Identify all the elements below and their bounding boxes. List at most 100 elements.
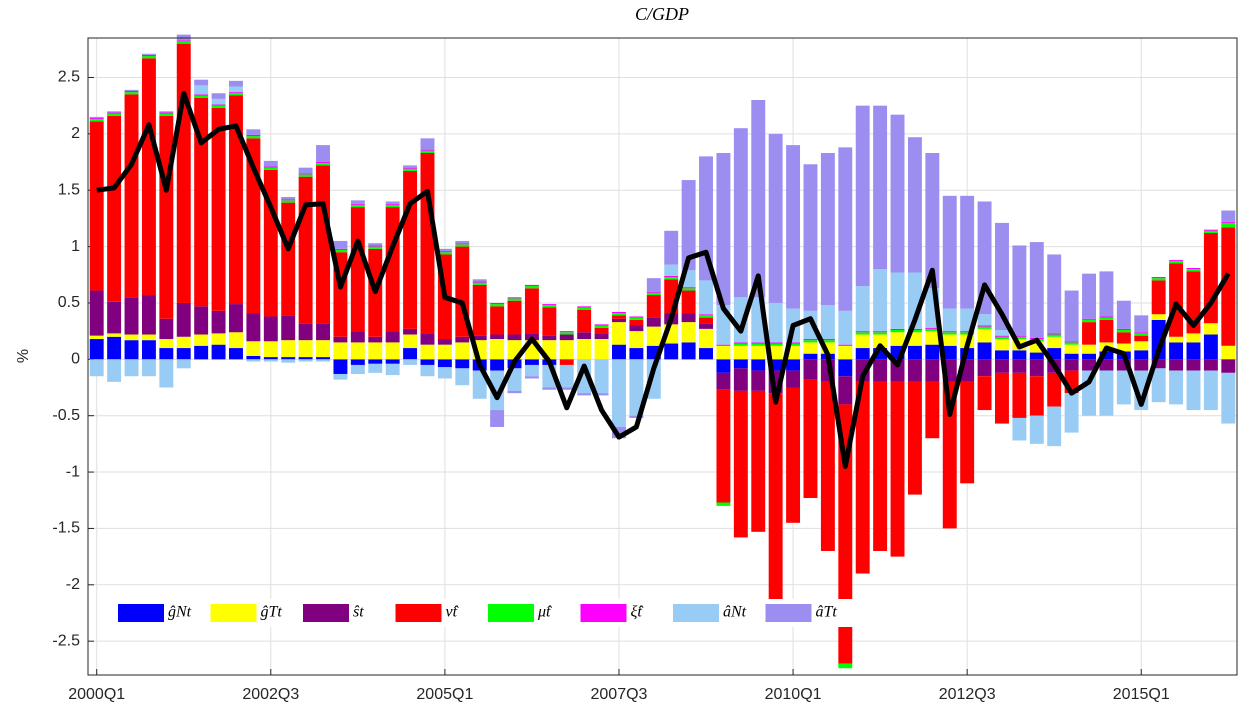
bar-segment [681, 288, 696, 291]
bar-segment [229, 86, 243, 93]
bar-segment [368, 245, 383, 247]
bar-segment [229, 332, 243, 349]
bar-segment [577, 359, 592, 394]
bar-segment [263, 341, 278, 358]
bar-segment [699, 314, 713, 316]
bar-segment [942, 345, 957, 360]
bar-segment [559, 340, 574, 360]
bar-segment [194, 85, 209, 95]
bar-segment [855, 332, 870, 335]
bar-segment [490, 370, 505, 411]
bar-segment [751, 370, 766, 391]
bar-segment [472, 279, 487, 282]
bar-segment [524, 364, 539, 377]
bar-segment [1029, 415, 1044, 444]
bar-segment [681, 342, 696, 360]
bar-segment [768, 345, 783, 360]
bar-segment [316, 323, 330, 341]
bar-segment [524, 284, 539, 287]
bar-segment [681, 290, 696, 314]
bar-segment [263, 167, 278, 170]
bar-segment [281, 202, 296, 316]
bar-segment [124, 89, 139, 91]
bar-segment [786, 342, 801, 344]
bar-segment [612, 318, 626, 323]
bar-segment [855, 105, 870, 287]
bar-segment [995, 336, 1009, 340]
legend: ĝNt ĝTt ŝt ν̂t μ̂t ξ̂t âNt âTt [114, 599, 860, 627]
bar-segment [1099, 319, 1114, 343]
bar-segment [107, 113, 122, 116]
bar-segment [942, 332, 957, 335]
bar-segment [490, 359, 505, 371]
bar-segment [542, 335, 557, 341]
bar-segment [646, 326, 661, 346]
bar-segment [141, 53, 156, 55]
bar-segment [873, 105, 888, 270]
bar-segment [629, 359, 644, 416]
bar-segment [350, 342, 365, 360]
bar-segment [420, 344, 435, 360]
bar-segment [350, 204, 365, 208]
bar-segment [1012, 372, 1027, 418]
legend-swatch [395, 604, 442, 622]
bar-segment [194, 306, 209, 335]
bar-segment [229, 92, 243, 94]
legend-label: âNt [723, 604, 747, 621]
bar-segment [907, 328, 922, 331]
bar-segment [699, 280, 713, 315]
bar-segment [124, 359, 139, 377]
bar-segment [960, 332, 975, 335]
bar-segment [559, 332, 574, 335]
bar-segment [89, 119, 104, 122]
legend-swatch [303, 604, 349, 622]
legend-label: ĝNt [168, 604, 192, 621]
bar-segment [1082, 353, 1096, 360]
bar-segment [977, 314, 992, 326]
y-tick-label: 1 [71, 238, 80, 255]
bar-segment [838, 310, 853, 345]
bar-segment [1099, 317, 1114, 320]
bar-segment [1221, 221, 1236, 223]
bar-segment [420, 138, 435, 150]
bar-segment [490, 339, 505, 360]
bar-segment [1203, 323, 1218, 335]
bar-segment [925, 381, 940, 439]
bar-segment [977, 376, 992, 411]
bar-segment [229, 304, 243, 333]
bar-segment [1221, 222, 1236, 228]
bar-segment [646, 295, 661, 318]
bar-segment [385, 359, 400, 364]
bar-segment [1134, 335, 1149, 342]
bar-segment [716, 345, 731, 360]
bar-segment [681, 180, 696, 271]
bar-segment [246, 138, 261, 314]
bar-segment [1029, 341, 1044, 353]
bar-segment [141, 359, 156, 377]
bar-segment [612, 359, 626, 427]
bar-segment [194, 95, 209, 98]
legend-label: ĝTt [261, 604, 283, 621]
x-tick-label: 2010Q1 [765, 686, 822, 703]
bar-segment [1221, 359, 1236, 373]
bar-segment [1134, 332, 1149, 334]
bar-segment [1116, 328, 1131, 331]
y-tick-label: 0 [71, 351, 80, 368]
bar-segment [1064, 342, 1079, 345]
bar-segment [141, 340, 156, 360]
bar-segment [194, 97, 209, 307]
y-tick-label: 2 [71, 125, 80, 142]
bar-segment [890, 381, 905, 557]
bar-segment [124, 92, 139, 95]
bar-segment [542, 387, 557, 390]
bar-segment [385, 363, 400, 376]
bar-segment [786, 359, 801, 371]
bar-segment [907, 137, 922, 273]
bar-segment [907, 381, 922, 495]
bar-segment [385, 331, 400, 343]
bar-segment [768, 343, 783, 346]
bar-segment [350, 364, 365, 374]
bar-segment [995, 372, 1009, 424]
bar-segment [594, 359, 609, 394]
